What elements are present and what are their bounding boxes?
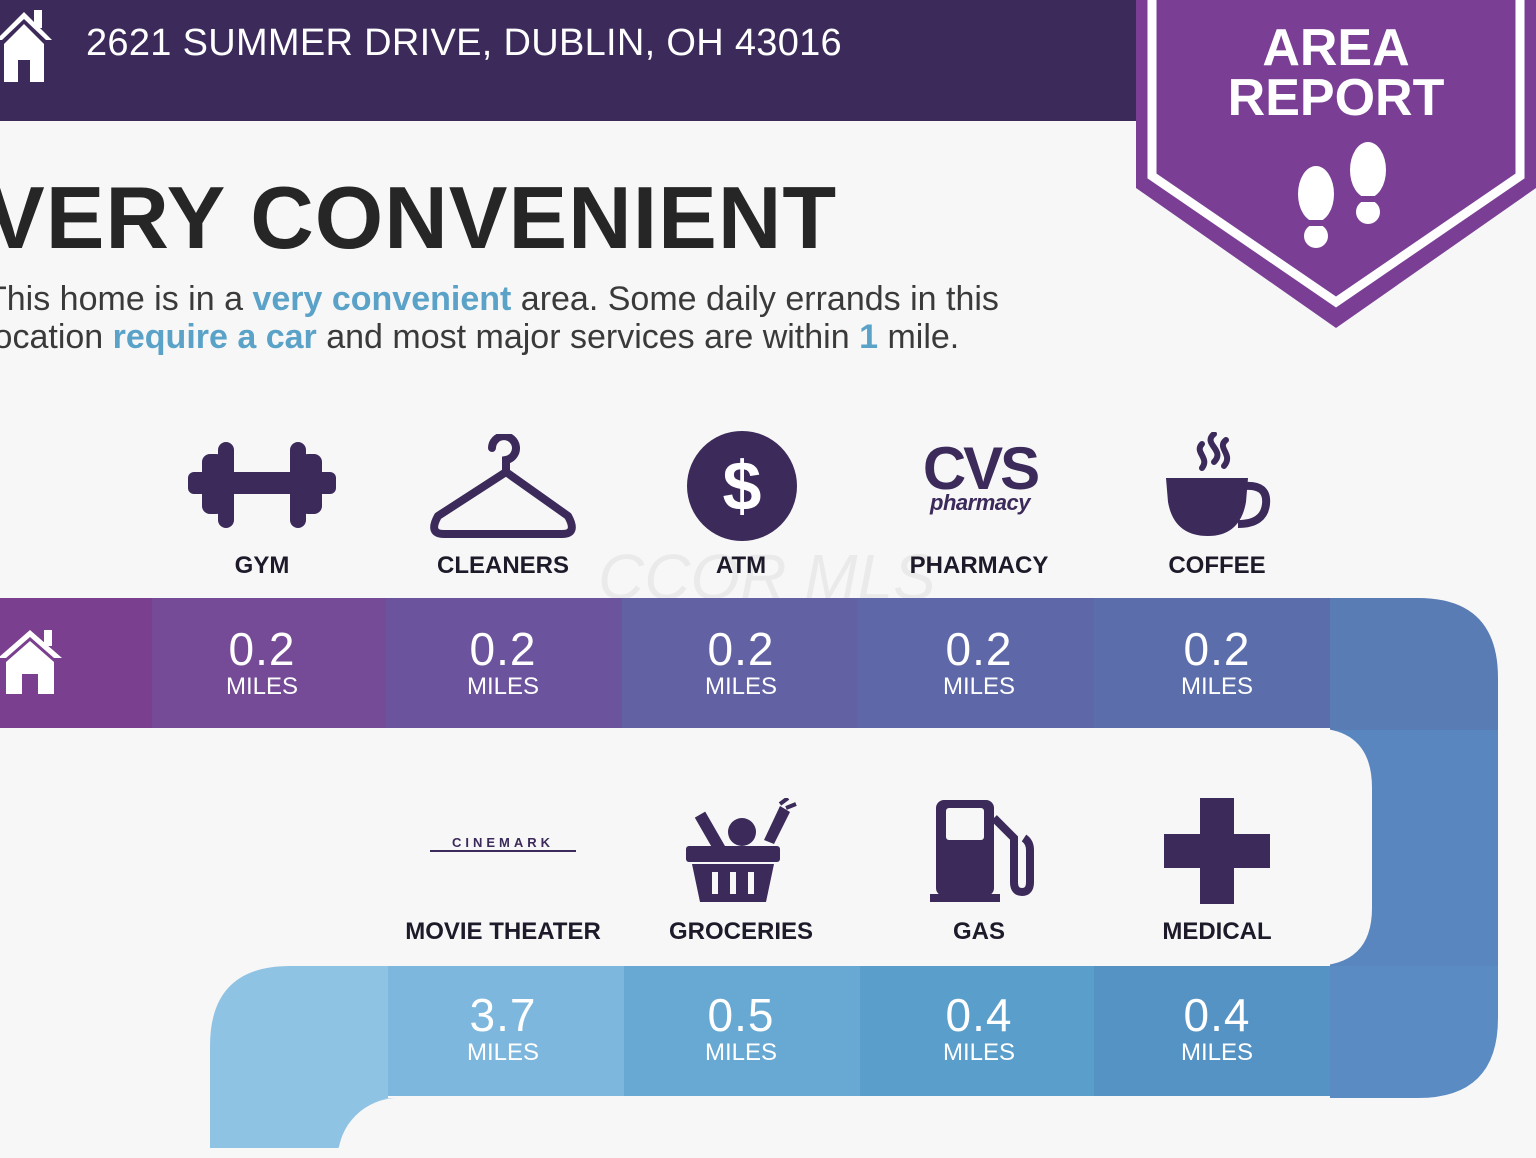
area-report-badge xyxy=(1136,0,1536,328)
band-home-cell xyxy=(0,598,152,728)
distance-pharmacy: 0.2 MILES xyxy=(861,624,1097,700)
distance-value: 0.2 xyxy=(228,623,296,675)
hanger-icon xyxy=(430,434,576,538)
distance-value: 0.4 xyxy=(945,989,1013,1041)
category-label-gym: GYM xyxy=(234,552,290,579)
footprints-icon xyxy=(1298,142,1386,248)
header-bar xyxy=(0,0,1140,121)
category-label-atm: ATM xyxy=(715,552,767,579)
distance-gym: 0.2 MILES xyxy=(144,624,380,700)
band-cell xyxy=(858,598,1094,728)
band-cell xyxy=(386,598,622,728)
distance-value: 0.5 xyxy=(707,989,775,1041)
description-line2: location require a car and most major se… xyxy=(0,318,959,356)
distance-unit: MILES xyxy=(225,673,299,700)
distance-groceries: 0.5 MILES xyxy=(623,990,859,1066)
home-icon xyxy=(0,10,52,82)
desc-text: mile. xyxy=(878,318,960,356)
category-label-pharmacy: PHARMACY xyxy=(909,552,1049,579)
cvs-logo: CVS pharmacy xyxy=(910,435,1050,522)
route-corner-bottom xyxy=(1330,966,1498,1098)
gas-pump-icon xyxy=(930,800,1034,902)
desc-text: and most major services are within xyxy=(316,318,860,356)
distance-atm: 0.2 MILES xyxy=(623,624,859,700)
distance-unit: MILES xyxy=(1180,1039,1254,1066)
distance-value: 3.7 xyxy=(469,989,537,1041)
category-label-groceries: GROCERIES xyxy=(668,918,814,945)
distance-value: 0.2 xyxy=(1183,623,1251,675)
category-label-coffee: COFFEE xyxy=(1168,552,1266,579)
desc-text: location xyxy=(0,318,104,356)
category-label-gas: GAS xyxy=(952,918,1005,945)
property-address: 2621 SUMMER DRIVE, DUBLIN, OH 43016 xyxy=(86,22,842,64)
distance-unit: MILES xyxy=(1180,673,1254,700)
category-label-medical: MEDICAL xyxy=(1162,918,1272,945)
headline: VERY CONVENIENT xyxy=(0,168,838,267)
distance-unit: MILES xyxy=(704,673,778,700)
distance-movie-theater: 3.7 MILES xyxy=(385,990,621,1066)
distance-gas: 0.4 MILES xyxy=(861,990,1097,1066)
route-corner-top xyxy=(1330,598,1498,730)
band-cell xyxy=(622,598,858,728)
route-inner-gap xyxy=(0,728,1372,966)
distance-value: 0.2 xyxy=(945,623,1013,675)
distance-unit: MILES xyxy=(466,673,540,700)
desc-highlight: very convenient xyxy=(252,280,512,318)
cinemark-logo: CINEMARK xyxy=(430,836,576,852)
desc-highlight: require a car xyxy=(112,318,317,356)
band-cell xyxy=(860,966,1094,1096)
category-label-movie-theater: MOVIE THEATER xyxy=(405,918,601,945)
band-cell xyxy=(1094,598,1330,728)
distance-value: 0.4 xyxy=(1183,989,1251,1041)
desc-highlight-number: 1 xyxy=(859,318,878,356)
band-cell xyxy=(388,966,624,1096)
description-line1: This home is in a very convenient area. … xyxy=(0,280,999,318)
dumbbell-icon xyxy=(188,442,336,528)
home-icon xyxy=(0,630,62,694)
desc-text: This home is in a xyxy=(0,280,253,318)
distance-unit: MILES xyxy=(704,1039,778,1066)
distance-medical: 0.4 MILES xyxy=(1099,990,1335,1066)
distance-unit: MILES xyxy=(942,1039,1016,1066)
distance-value: 0.2 xyxy=(707,623,775,675)
distance-coffee: 0.2 MILES xyxy=(1099,624,1335,700)
cvs-logo-sub: pharmacy xyxy=(930,490,1030,515)
band-cell xyxy=(624,966,860,1096)
route-band-background xyxy=(0,598,1498,1148)
distance-cleaners: 0.2 MILES xyxy=(385,624,621,700)
medical-cross-icon xyxy=(1164,798,1270,904)
grocery-basket-icon xyxy=(686,798,797,902)
badge-title-line1: AREA xyxy=(1262,19,1410,77)
distance-value: 0.2 xyxy=(469,623,537,675)
dollar-icon: $ xyxy=(687,431,797,541)
cvs-logo-main: CVS xyxy=(922,435,1040,502)
band-cell xyxy=(152,598,386,728)
category-label-cleaners: CLEANERS xyxy=(436,552,569,579)
distance-unit: MILES xyxy=(942,673,1016,700)
coffee-cup-icon xyxy=(1166,432,1271,536)
badge-title-line2: REPORT xyxy=(1227,69,1445,127)
svg-text:$: $ xyxy=(723,447,762,525)
band-cell xyxy=(1094,966,1330,1096)
route-bottom-gap xyxy=(338,1098,1498,1158)
route-down-leg xyxy=(210,1098,338,1148)
desc-text: area. Some daily errands in this xyxy=(511,280,999,318)
distance-unit: MILES xyxy=(466,1039,540,1066)
